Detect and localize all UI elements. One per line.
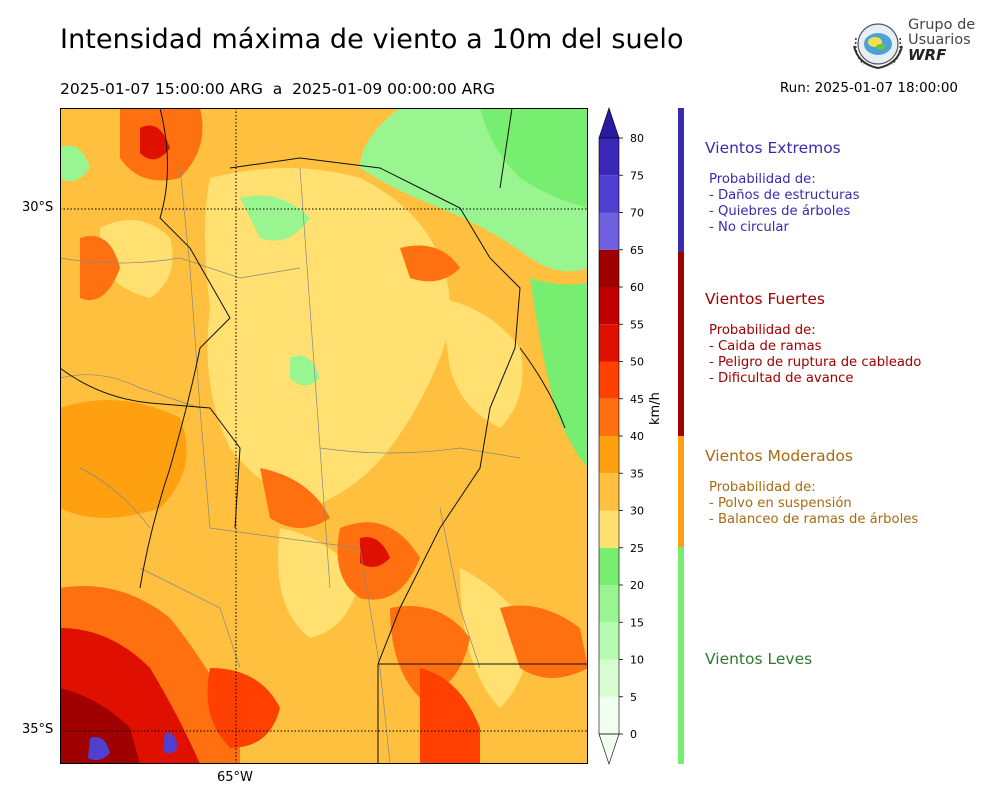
category-title: Vientos Leves: [705, 650, 813, 668]
colorbar-tick-label: 20: [630, 579, 644, 592]
category-description-line: Probabilidad de:: [709, 172, 816, 187]
logo-text: Grupo de Usuarios WRF: [908, 17, 976, 64]
category-description-line: - Caida de ramas: [709, 339, 822, 354]
category-bar: [678, 547, 684, 764]
colorbar-box: [599, 473, 619, 511]
category-title: Vientos Extremos: [705, 139, 841, 157]
colorbar-box: [599, 249, 619, 287]
colorbar-box: [599, 398, 619, 436]
category-description-line: - Daños de estructuras: [709, 188, 860, 203]
colorbar-box: [599, 324, 619, 362]
category-title: Vientos Moderados: [705, 447, 853, 465]
colorbar-tick-label: 75: [630, 169, 644, 182]
colorbar-box: [599, 659, 619, 697]
colorbar-tick-label: 70: [630, 207, 644, 220]
category-description: Probabilidad de: - Polvo en suspensión - B…: [709, 480, 918, 528]
colorbar-unit: km/h: [648, 392, 663, 425]
category-description-line: - Quiebres de árboles: [709, 204, 851, 219]
wind-intensity-map: [60, 108, 588, 764]
colorbar-extend-bottom: [598, 733, 620, 765]
category-description-line: - Polvo en suspensión: [709, 496, 852, 511]
category-description-line: Probabilidad de:: [709, 323, 816, 338]
colorbar-box: [599, 696, 619, 734]
category-description: Probabilidad de: - Caida de ramas - Peligr…: [709, 323, 921, 387]
colorbar-extend-top: [598, 107, 620, 139]
category-description-line: - Dificultad de avance: [709, 371, 854, 386]
category-bar: [678, 436, 684, 547]
colorbar-box: [599, 361, 619, 399]
colorbar-tick-label: 80: [630, 132, 644, 145]
colorbar-tick-label: 30: [630, 505, 644, 518]
colorbar-box: [599, 585, 619, 623]
category-description: Probabilidad de: - Daños de estructuras - …: [709, 172, 859, 236]
run-time: Run: 2025-01-07 18:00:00: [779, 80, 958, 96]
colorbar-tick-label: 10: [630, 654, 644, 667]
colorbar-box: [599, 212, 619, 250]
colorbar-tick-label: 65: [630, 244, 644, 257]
colorbar-box: [599, 510, 619, 548]
colorbar-box: [599, 138, 619, 176]
colorbar-box: [599, 622, 619, 660]
map-title: Intensidad máxima de viento a 10m del su…: [60, 24, 684, 55]
colorbar-box: [599, 547, 619, 585]
colorbar-tick-label: 55: [630, 318, 644, 331]
colorbar-tick-label: 50: [630, 356, 644, 369]
colorbar: 0 5 10 15 20 25 30 35 40 45 50 55 60 65 70 75 80: [598, 107, 644, 765]
colorbar-tick-label: 25: [630, 542, 644, 555]
colorbar-box: [599, 175, 619, 213]
category-bar: [678, 108, 684, 252]
colorbar-tick-label: 5: [630, 691, 637, 704]
lat-label-35s: 35°S: [22, 722, 54, 737]
colorbar-tick-label: 15: [630, 616, 644, 629]
category-description-line: Probabilidad de:: [709, 480, 816, 495]
colorbar-tick-label: 45: [630, 393, 644, 406]
category-description-line: - No circular: [709, 220, 789, 235]
wrf-logo: [853, 23, 903, 70]
lon-label-65w: 65°W: [217, 770, 253, 785]
lat-label-30s: 30°S: [22, 200, 54, 215]
colorbar-tick-label: 35: [630, 467, 644, 480]
colorbar-tick-label: 40: [630, 430, 644, 443]
category-description-line: - Balanceo de ramas de árboles: [709, 512, 919, 527]
forecast-period: 2025-01-07 15:00:00 ARG a 2025-01-09 00:…: [60, 80, 496, 98]
category-title: Vientos Fuertes: [705, 290, 825, 308]
colorbar-tick-label: 0: [630, 728, 637, 741]
colorbar-tick-label: 60: [630, 281, 644, 294]
category-bar: [678, 252, 684, 436]
colorbar-box: [599, 287, 619, 325]
category-description-line: - Peligro de ruptura de cableado: [709, 355, 922, 370]
colorbar-box: [599, 436, 619, 474]
